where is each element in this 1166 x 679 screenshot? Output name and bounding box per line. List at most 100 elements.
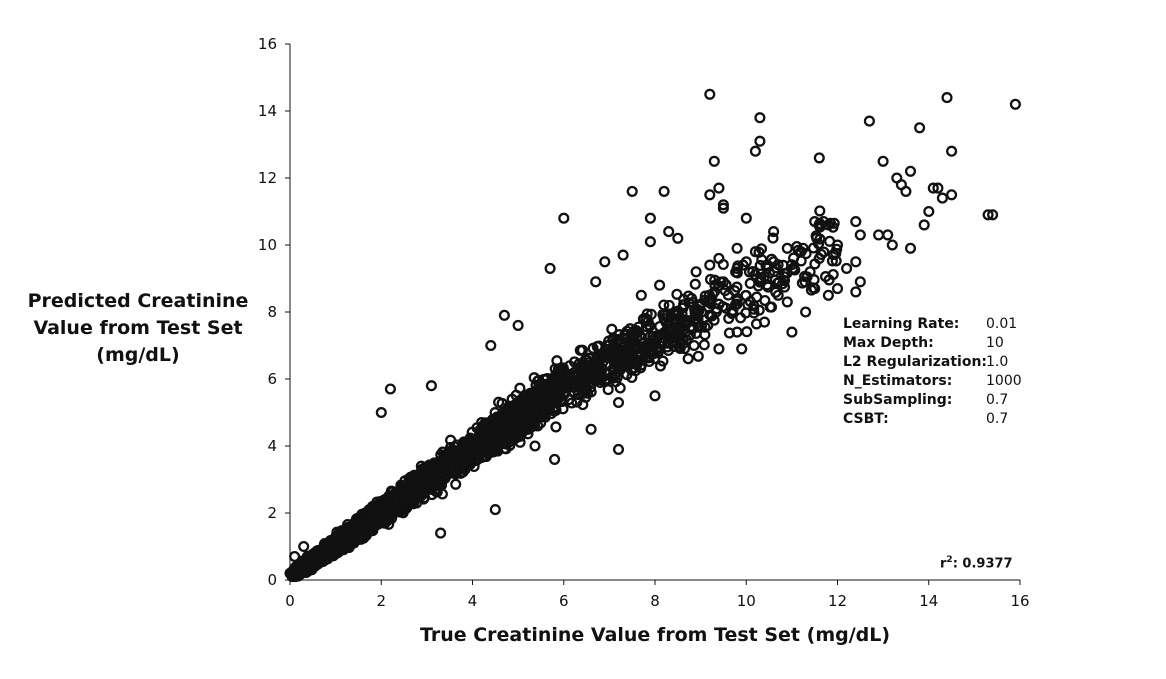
- data-point: [904, 242, 917, 254]
- data-point: [936, 192, 948, 204]
- data-point: [755, 272, 767, 284]
- data-point: [873, 229, 885, 241]
- data-point: [713, 182, 725, 194]
- data-point: [359, 520, 371, 533]
- data-point: [788, 252, 800, 264]
- data-point: [882, 229, 894, 241]
- data-point: [529, 440, 541, 452]
- data-point: [551, 371, 563, 384]
- data-point: [295, 565, 307, 577]
- data-point: [927, 182, 939, 194]
- model-parameters-box: Learning Rate: 0.01 Max Depth: 10 L2 Reg…: [843, 315, 1022, 429]
- data-point: [371, 496, 383, 508]
- data-point: [756, 254, 768, 266]
- data-point: [713, 298, 725, 310]
- data-point: [474, 447, 486, 459]
- data-point: [644, 236, 656, 248]
- data-point: [395, 487, 407, 499]
- data-point: [602, 384, 614, 396]
- data-point: [478, 421, 490, 433]
- data-point: [590, 276, 602, 288]
- data-point: [815, 248, 827, 260]
- data-point: [434, 469, 446, 481]
- param-label: Max Depth:: [843, 335, 934, 351]
- data-point: [607, 363, 619, 375]
- data-point: [585, 423, 597, 435]
- data-point: [769, 274, 781, 286]
- x-tick-label: 16: [1010, 592, 1029, 610]
- data-point: [822, 289, 834, 301]
- x-axis-label: True Creatinine Value from Test Set (mg/…: [419, 624, 891, 646]
- axes: 0 2 4 6 8 10 12 14 16 0 2 4 6 8 10 12 14 16: [258, 35, 1030, 610]
- data-point: [424, 478, 436, 490]
- data-point: [521, 421, 533, 434]
- data-point: [781, 242, 793, 254]
- data-point: [932, 182, 944, 194]
- data-point: [529, 399, 541, 411]
- x-tick-label: 12: [828, 592, 847, 610]
- data-point: [731, 281, 743, 293]
- data-point: [750, 318, 763, 330]
- data-point: [749, 269, 761, 281]
- data-point: [580, 370, 593, 382]
- data-point: [375, 406, 387, 419]
- data-point: [489, 504, 501, 516]
- data-point: [762, 260, 774, 272]
- r-squared-annotation: r2: 0.9377: [940, 555, 1013, 571]
- data-point: [635, 332, 647, 344]
- data-point: [788, 262, 800, 274]
- data-point: [564, 360, 576, 372]
- data-point: [617, 249, 629, 261]
- data-point: [544, 262, 556, 274]
- data-point: [508, 427, 520, 439]
- data-point: [593, 340, 605, 352]
- data-point: [412, 482, 424, 494]
- data-point: [678, 318, 690, 330]
- data-point: [289, 567, 301, 579]
- param-value: 10: [986, 335, 1004, 351]
- data-point: [541, 383, 554, 395]
- data-point: [444, 455, 456, 467]
- data-point: [399, 475, 411, 487]
- data-point: [755, 243, 768, 255]
- param-label: CSBT:: [843, 411, 889, 427]
- data-point: [824, 235, 836, 247]
- data-point: [690, 266, 702, 278]
- param-row: L2 Regularization: 1.0: [843, 353, 1022, 372]
- data-point: [667, 325, 679, 337]
- data-point: [720, 279, 732, 291]
- data-point: [550, 421, 562, 433]
- data-point: [609, 358, 621, 370]
- data-point: [654, 360, 667, 372]
- y-tick-label: 6: [267, 370, 277, 388]
- data-point: [590, 364, 602, 376]
- param-row: Max Depth: 10: [843, 334, 1022, 353]
- data-point: [435, 527, 447, 539]
- r2-value: 0.9377: [962, 556, 1013, 572]
- data-point: [641, 308, 653, 320]
- data-point: [1009, 98, 1021, 110]
- data-point: [982, 209, 994, 221]
- data-point: [830, 255, 842, 267]
- param-label: L2 Regularization:: [843, 354, 988, 370]
- data-point: [443, 462, 455, 474]
- data-point: [759, 294, 771, 307]
- data-point: [677, 302, 689, 314]
- data-point: [744, 277, 756, 289]
- data-point: [672, 232, 684, 244]
- data-point: [509, 413, 521, 425]
- data-point: [536, 384, 549, 396]
- data-point: [420, 470, 432, 482]
- data-point: [587, 370, 599, 382]
- param-value: 0.7: [986, 411, 1009, 427]
- data-point: [473, 436, 485, 448]
- y-tick-label: 10: [258, 236, 277, 254]
- data-point: [657, 332, 670, 344]
- data-point: [682, 353, 694, 365]
- data-point: [498, 309, 510, 321]
- y-tick-label: 12: [258, 169, 277, 187]
- x-tick-label: 10: [737, 592, 756, 610]
- data-point: [626, 185, 638, 197]
- y-axis-label-line: (mg/dL): [96, 344, 180, 366]
